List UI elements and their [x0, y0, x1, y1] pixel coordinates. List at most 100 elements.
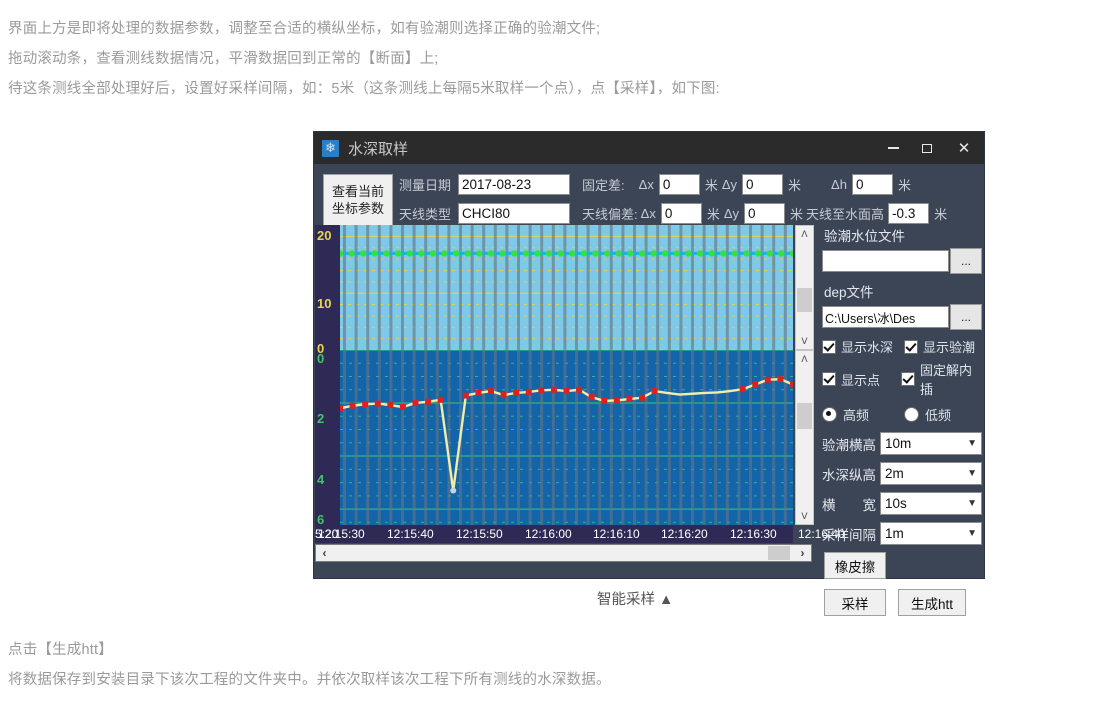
antenna-dy-label: Δy	[723, 205, 740, 221]
checkbox-show-depth-box	[822, 339, 836, 354]
maximize-icon	[922, 143, 932, 153]
doc-footer-line-1: 点击【生成htt】	[8, 642, 113, 658]
survey-date-label: 测量日期	[399, 177, 452, 193]
x-tick-3: 12:15:50	[456, 527, 503, 541]
doc-footer-line-2: 将数据保存到安装目录下该次工程的文件夹中。并依次取样该次工程下所有测线的水深数据…	[8, 672, 611, 688]
fixed-dy-input[interactable]: 0	[742, 173, 784, 195]
depth-scroll-down-arrow[interactable]: ᐯ	[801, 510, 808, 521]
checkbox-show-tide-label: 显示验潮	[923, 340, 976, 355]
antenna-dy-unit: 米	[790, 206, 804, 222]
x-tick-7: 12:16:30	[730, 527, 777, 541]
antenna-type-label: 天线类型	[399, 206, 452, 222]
radio-high-frequency[interactable]: 高频	[822, 405, 904, 424]
sample-button[interactable]: 采样	[824, 589, 886, 616]
dep-file-label: dep文件	[824, 285, 874, 300]
tide-panel[interactable]	[340, 225, 793, 350]
depth-panel[interactable]	[340, 350, 793, 525]
radio-low-frequency-dot	[904, 407, 919, 422]
fixed-dx-input[interactable]: 0	[658, 173, 700, 195]
form-row-1: 测量日期 2017-08-23 固定差: Δx 0 米 Δy 0 米 Δh 0 …	[399, 171, 984, 197]
generate-htt-button[interactable]: 生成htt	[898, 589, 966, 616]
dep-file-input[interactable]: C:\Users\冰\Des	[822, 306, 949, 328]
delta-h-input[interactable]: 0	[851, 173, 893, 195]
select-sample-interval-label: 采样间隔	[822, 527, 876, 543]
y-axis-column: 20 10 0 0 2 4 6	[315, 225, 340, 526]
view-current-coordinate-params-button[interactable]: 查看当前 坐标参数	[323, 174, 393, 226]
radio-low-frequency[interactable]: 低频	[904, 405, 951, 424]
window-title: 水深取样	[348, 140, 409, 158]
x-tick-1: 12:15:30	[318, 527, 365, 541]
horizontal-scrollbar[interactable]: ‹ ›	[315, 544, 812, 562]
checkbox-show-depth[interactable]: 显示水深	[822, 337, 904, 356]
radio-high-frequency-dot	[822, 407, 837, 422]
checkbox-show-points-label: 显示点	[841, 372, 881, 388]
select-depth-height-label: 水深纵高	[822, 467, 876, 483]
depth-scroll-up-arrow[interactable]: ᐱ	[801, 353, 808, 364]
y-tick-depth-2: 2	[317, 411, 325, 426]
select-width-value: 10s	[885, 496, 907, 511]
y-tick-depth-4: 4	[317, 472, 325, 487]
x-tick-2: 12:15:40	[387, 527, 434, 541]
title-bar: 水深取样 ✕	[314, 132, 984, 164]
form-row-2: 天线类型 CHCI80 天线偏差: Δx 0 米 Δy 0 米 天线至水面高 -…	[399, 200, 984, 226]
scroll-right-arrow[interactable]: ›	[800, 546, 805, 560]
minimize-button[interactable]	[876, 132, 910, 164]
select-row-tide-height: 验潮横高 10m ▼	[822, 432, 982, 455]
antenna-water-height-input[interactable]: -0.3	[888, 202, 930, 224]
fixed-dy-label: Δy	[721, 176, 738, 192]
snowflake-icon	[322, 139, 339, 157]
survey-date-input[interactable]: 2017-08-23	[458, 173, 571, 195]
tide-file-browse-button[interactable]: ...	[950, 248, 982, 274]
chevron-down-icon: ▼	[967, 498, 977, 509]
coord-button-line2: 坐标参数	[331, 201, 384, 216]
fixed-dx-unit: 米	[704, 177, 718, 193]
tide-scroll-down-arrow[interactable]: ᐯ	[801, 335, 808, 346]
parameter-form: 查看当前 坐标参数 测量日期 2017-08-23 固定差: Δx 0 米 Δy…	[314, 164, 984, 233]
radio-high-frequency-label: 高频	[843, 408, 870, 423]
scroll-left-arrow[interactable]: ‹	[322, 546, 327, 560]
depth-vertical-scrollbar[interactable]: ᐱ ᐯ	[795, 350, 814, 525]
tide-file-input[interactable]	[822, 250, 949, 272]
water-depth-sampling-window: 水深取样 ✕ 查看当前 坐标参数 测量日期 2017-08-23 固定差: Δx…	[313, 131, 985, 616]
antenna-dx-input[interactable]: 0	[660, 202, 702, 224]
radio-low-frequency-label: 低频	[925, 408, 952, 423]
y-tick-tide-20: 20	[317, 228, 332, 243]
x-tick-6: 12:16:20	[661, 527, 708, 541]
checkbox-fixed-interp[interactable]: 固定解内插	[901, 360, 982, 398]
antenna-type-input[interactable]: CHCI80	[458, 202, 571, 224]
horizontal-scroll-thumb[interactable]	[768, 546, 790, 560]
antenna-offset-label: 天线偏差:	[582, 206, 638, 222]
y-tick-depth-0: 0	[317, 351, 325, 366]
y-tick-tide-0: 0	[317, 341, 325, 356]
checkbox-show-tide[interactable]: 显示验潮	[904, 337, 975, 356]
checkbox-show-points-box	[822, 372, 836, 386]
antenna-dy-input[interactable]: 0	[744, 202, 786, 224]
tide-vertical-scrollbar[interactable]: ᐱ ᐯ	[795, 225, 814, 350]
tide-scroll-thumb[interactable]	[797, 288, 812, 312]
checkbox-show-depth-label: 显示水深	[841, 340, 894, 355]
maximize-button[interactable]	[910, 132, 944, 164]
side-panel: 验潮水位文件 ... dep文件 C:\Users\冰\Des ... 显示水深…	[822, 225, 982, 616]
x-tick-0: 5:20	[315, 527, 339, 541]
x-tick-5: 12:16:10	[593, 527, 640, 541]
eraser-button[interactable]: 橡皮擦	[824, 552, 886, 579]
close-button[interactable]: ✕	[957, 140, 971, 157]
y-tick-tide-10: 10	[317, 296, 332, 311]
action-button-row: 采样 生成htt	[824, 589, 982, 616]
select-depth-height[interactable]: 2m ▼	[880, 462, 982, 485]
depth-scroll-thumb[interactable]	[797, 403, 812, 429]
select-tide-height[interactable]: 10m ▼	[880, 432, 982, 455]
plot-area[interactable]: ᐱ ᐯ ᐱ ᐯ	[340, 225, 814, 525]
x-tick-8: 12:16:40	[798, 527, 845, 541]
antenna-dx-unit: 米	[706, 206, 720, 222]
select-tide-height-label: 验潮横高	[822, 437, 876, 453]
select-width[interactable]: 10s ▼	[880, 492, 982, 515]
dep-file-browse-button[interactable]: ...	[950, 304, 982, 330]
delta-h-label: Δh	[831, 176, 847, 192]
fixed-offset-label: 固定差:	[582, 177, 625, 193]
tide-file-row: ...	[822, 248, 982, 274]
select-sample-interval[interactable]: 1m ▼	[880, 522, 982, 545]
tide-scroll-up-arrow[interactable]: ᐱ	[801, 228, 808, 239]
window-controls: ✕	[876, 132, 984, 164]
checkbox-show-points[interactable]: 显示点	[822, 370, 901, 389]
